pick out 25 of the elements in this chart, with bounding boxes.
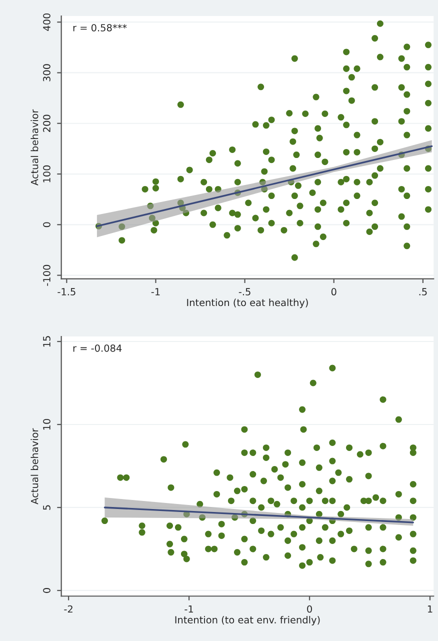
x-tick-label: -1	[151, 288, 160, 296]
y-tick-label: 300	[43, 64, 50, 82]
x-tick-label: 1	[428, 605, 432, 613]
x-tick-label: -1.5	[58, 288, 76, 296]
y-tick-label: 200	[43, 114, 50, 132]
x-tick-label: 0	[307, 605, 312, 613]
y-tick-label: 5	[43, 505, 50, 510]
y-tick-label: 15	[43, 336, 50, 347]
annotation: r = 0.58***	[73, 24, 127, 32]
x-tick-label: -2	[64, 605, 72, 613]
y-tick-label: 10	[43, 418, 50, 430]
x-tick-label: -1	[184, 605, 193, 613]
x-axis-title: Intention (to eat healthy)	[187, 298, 308, 308]
x-tick-label: 0	[331, 288, 336, 296]
y-axis-title: Actual behavior	[30, 109, 38, 186]
y-tick-label: 0	[43, 222, 50, 228]
y-tick-label: 400	[43, 13, 50, 31]
y-axis-title: Actual behavior	[30, 428, 38, 504]
x-tick-label: -.5	[238, 288, 250, 296]
annotation: r = -0.084	[73, 344, 122, 352]
x-tick-label: .5	[419, 288, 427, 296]
y-tick-label: 0	[43, 588, 50, 593]
x-axis-title: Intention (to eat env. friendly)	[175, 616, 320, 626]
y-tick-label: -100	[43, 264, 50, 286]
y-tick-label: 100	[43, 165, 50, 182]
